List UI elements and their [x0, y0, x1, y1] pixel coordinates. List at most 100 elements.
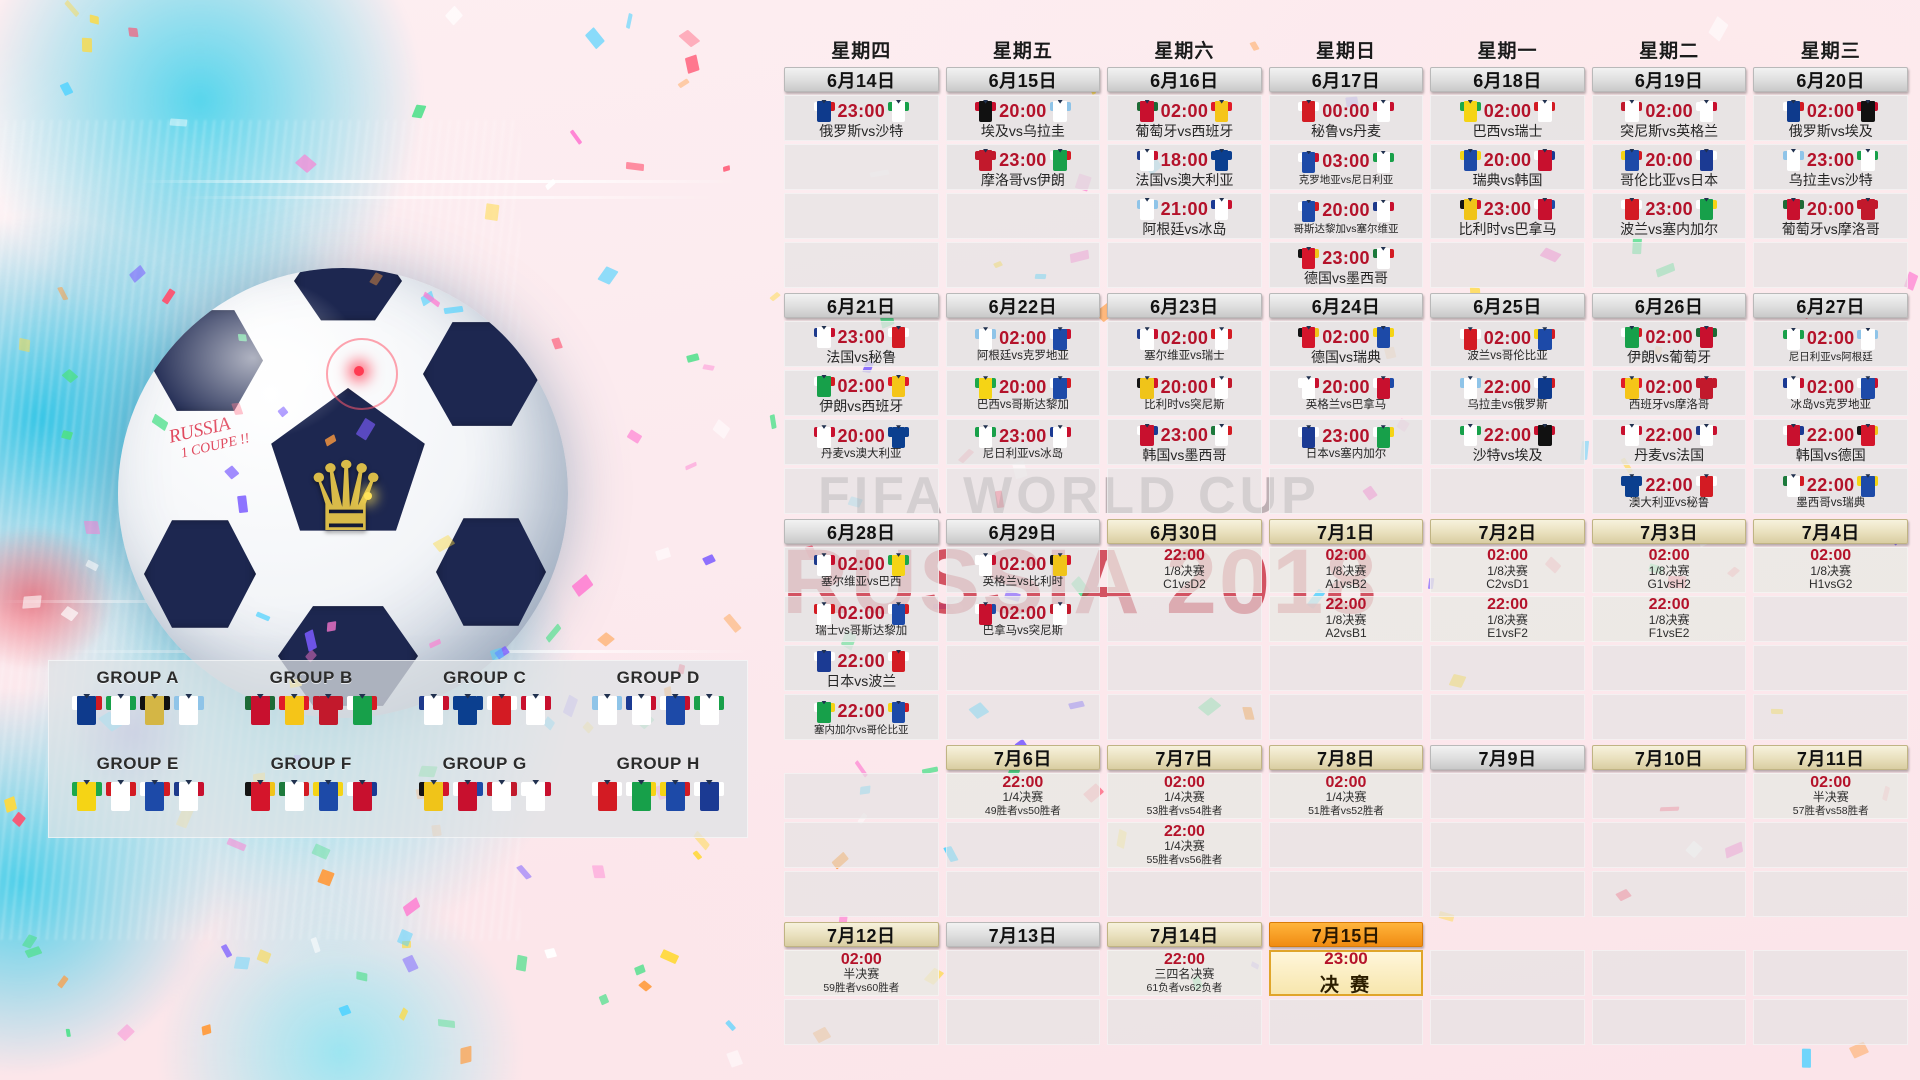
group-match-cell[interactable]: 02:00 塞尔维亚vs瑞士 [1107, 321, 1262, 367]
date-header[interactable]: 7月14日 [1107, 922, 1262, 947]
group-match-cell[interactable]: 02:00 塞尔维亚vs巴西 [784, 547, 939, 593]
group-match-cell[interactable]: 23:00 日本vs塞内加尔 [1268, 419, 1424, 465]
group-match-cell[interactable]: 22:00 日本vs波兰 [784, 645, 939, 691]
date-header[interactable]: 6月19日 [1591, 67, 1747, 92]
knockout-match-cell[interactable]: 22:00 1/8决赛 A2vsB1 [1268, 596, 1424, 642]
knockout-match-cell[interactable]: 02:00 1/8决赛 G1vsH2 [1591, 547, 1747, 593]
group-match-cell[interactable]: 02:00 巴西vs瑞士 [1430, 95, 1585, 141]
group-match-cell[interactable]: 02:00 尼日利亚vs阿根廷 [1753, 321, 1908, 367]
group-match-cell[interactable]: 22:00 丹麦vs法国 [1591, 419, 1747, 465]
knockout-match-cell[interactable]: 02:00 1/4决赛 51胜者vs52胜者 [1268, 773, 1424, 819]
group-match-cell[interactable]: 20:00 葡萄牙vs摩洛哥 [1753, 193, 1908, 239]
group-match-cell[interactable]: 20:00 丹麦vs澳大利亚 [784, 419, 939, 465]
date-header[interactable]: 7月12日 [784, 922, 939, 947]
group-match-cell[interactable]: 20:00 埃及vs乌拉圭 [945, 95, 1101, 141]
knockout-match-cell[interactable]: 22:00 1/8决赛 C1vsD2 [1107, 547, 1262, 593]
date-header[interactable]: 6月30日 [1107, 519, 1262, 544]
date-header[interactable]: 6月14日 [784, 67, 939, 92]
date-header[interactable]: 7月4日 [1753, 519, 1908, 544]
date-header[interactable]: 7月7日 [1107, 745, 1262, 770]
group-match-cell[interactable]: 20:00 哥斯达黎加vs塞尔维亚 [1268, 193, 1424, 239]
date-header[interactable]: 6月16日 [1107, 67, 1262, 92]
knockout-match-cell[interactable]: 02:00 1/8决赛 H1vsG2 [1753, 547, 1908, 593]
group-match-cell[interactable]: 22:00 澳大利亚vs秘鲁 [1591, 468, 1747, 514]
group-match-cell[interactable]: 03:00 克罗地亚vs尼日利亚 [1268, 144, 1424, 190]
date-header[interactable]: 6月21日 [784, 293, 939, 318]
knockout-match-cell[interactable]: 02:00 1/8决赛 A1vsB2 [1268, 547, 1424, 593]
knockout-match-cell[interactable]: 22:00 1/8决赛 E1vsF2 [1430, 596, 1585, 642]
date-header[interactable]: 7月1日 [1268, 519, 1424, 544]
group-match-cell[interactable]: 02:00 突尼斯vs英格兰 [1591, 95, 1747, 141]
group-match-cell[interactable]: 23:00 俄罗斯vs沙特 [784, 95, 939, 141]
date-header[interactable]: 6月25日 [1430, 293, 1585, 318]
group-match-cell[interactable]: 23:00 德国vs墨西哥 [1268, 242, 1424, 288]
group-cell-group-h[interactable]: GROUP H [574, 751, 744, 833]
group-match-cell[interactable]: 20:00 比利时vs突尼斯 [1107, 370, 1262, 416]
group-match-cell[interactable]: 22:00 墨西哥vs瑞典 [1753, 468, 1908, 514]
group-match-cell[interactable]: 02:00 波兰vs哥伦比亚 [1430, 321, 1585, 367]
date-header[interactable]: 7月13日 [945, 922, 1101, 947]
knockout-match-cell[interactable]: 02:00 半决赛 57胜者vs58胜者 [1753, 773, 1908, 819]
group-match-cell[interactable]: 23:00 尼日利亚vs冰岛 [945, 419, 1101, 465]
date-header[interactable]: 7月11日 [1753, 745, 1908, 770]
group-match-cell[interactable]: 22:00 沙特vs埃及 [1430, 419, 1585, 465]
group-cell-group-e[interactable]: GROUP E [53, 751, 223, 833]
group-match-cell[interactable]: 02:00 伊朗vs葡萄牙 [1591, 321, 1747, 367]
group-match-cell[interactable]: 23:00 韩国vs墨西哥 [1107, 419, 1262, 465]
group-match-cell[interactable]: 23:00 乌拉圭vs沙特 [1753, 144, 1908, 190]
group-match-cell[interactable]: 02:00 英格兰vs比利时 [945, 547, 1101, 593]
group-match-cell[interactable]: 02:00 西班牙vs摩洛哥 [1591, 370, 1747, 416]
group-match-cell[interactable]: 02:00 巴拿马vs突尼斯 [945, 596, 1101, 642]
group-match-cell[interactable]: 22:00 塞内加尔vs哥伦比亚 [784, 694, 939, 740]
knockout-match-cell[interactable]: 22:00 1/4决赛 55胜者vs56胜者 [1107, 822, 1262, 868]
group-match-cell[interactable]: 02:00 伊朗vs西班牙 [784, 370, 939, 416]
date-header[interactable]: 7月15日 [1268, 922, 1424, 947]
knockout-match-cell[interactable]: 02:00 1/8决赛 C2vsD1 [1430, 547, 1585, 593]
group-match-cell[interactable]: 20:00 哥伦比亚vs日本 [1591, 144, 1747, 190]
knockout-match-cell[interactable]: 22:00 1/8决赛 F1vsE2 [1591, 596, 1747, 642]
group-match-cell[interactable]: 22:00 韩国vs德国 [1753, 419, 1908, 465]
group-match-cell[interactable]: 23:00 摩洛哥vs伊朗 [945, 144, 1101, 190]
date-header[interactable]: 7月8日 [1268, 745, 1424, 770]
date-header[interactable]: 7月9日 [1430, 745, 1585, 770]
group-cell-group-g[interactable]: GROUP G [400, 751, 570, 833]
date-header[interactable]: 6月15日 [945, 67, 1101, 92]
group-match-cell[interactable]: 20:00 瑞典vs韩国 [1430, 144, 1585, 190]
group-match-cell[interactable]: 00:00 秘鲁vs丹麦 [1268, 95, 1424, 141]
group-match-cell[interactable]: 22:00 乌拉圭vs俄罗斯 [1430, 370, 1585, 416]
knockout-match-cell[interactable]: 02:00 半决赛 59胜者vs60胜者 [784, 950, 939, 996]
knockout-match-cell[interactable]: 22:00 1/4决赛 49胜者vs50胜者 [945, 773, 1101, 819]
group-match-cell[interactable]: 02:00 葡萄牙vs西班牙 [1107, 95, 1262, 141]
date-header[interactable]: 6月24日 [1268, 293, 1424, 318]
date-header[interactable]: 6月28日 [784, 519, 939, 544]
date-header[interactable]: 6月20日 [1753, 67, 1908, 92]
date-header[interactable]: 6月17日 [1268, 67, 1424, 92]
knockout-match-cell[interactable]: 02:00 1/4决赛 53胜者vs54胜者 [1107, 773, 1262, 819]
group-match-cell[interactable]: 23:00 比利时vs巴拿马 [1430, 193, 1585, 239]
group-match-cell[interactable]: 02:00 冰岛vs克罗地亚 [1753, 370, 1908, 416]
group-cell-group-f[interactable]: GROUP F [227, 751, 397, 833]
date-header[interactable]: 6月18日 [1430, 67, 1585, 92]
knockout-match-cell[interactable]: 22:00 三四名决赛 61负者vs62负者 [1107, 950, 1262, 996]
final-match-cell[interactable]: 23:00 决 赛 [1268, 949, 1424, 996]
date-header[interactable]: 6月26日 [1591, 293, 1747, 318]
group-match-cell[interactable]: 02:00 德国vs瑞典 [1268, 321, 1424, 367]
date-header[interactable]: 6月22日 [945, 293, 1101, 318]
group-cell-group-a[interactable]: GROUP A [53, 665, 223, 747]
date-header[interactable]: 7月3日 [1591, 519, 1747, 544]
group-match-cell[interactable]: 23:00 法国vs秘鲁 [784, 321, 939, 367]
group-match-cell[interactable]: 21:00 阿根廷vs冰岛 [1107, 193, 1262, 239]
group-match-cell[interactable]: 02:00 瑞士vs哥斯达黎加 [784, 596, 939, 642]
date-header[interactable]: 7月6日 [945, 745, 1101, 770]
group-match-cell[interactable]: 20:00 英格兰vs巴拿马 [1268, 370, 1424, 416]
group-match-cell[interactable]: 02:00 阿根廷vs克罗地亚 [945, 321, 1101, 367]
date-header[interactable]: 6月23日 [1107, 293, 1262, 318]
group-cell-group-d[interactable]: GROUP D [574, 665, 744, 747]
date-header[interactable]: 6月29日 [945, 519, 1101, 544]
group-match-cell[interactable]: 23:00 波兰vs塞内加尔 [1591, 193, 1747, 239]
group-match-cell[interactable]: 18:00 法国vs澳大利亚 [1107, 144, 1262, 190]
group-match-cell[interactable]: 02:00 俄罗斯vs埃及 [1753, 95, 1908, 141]
group-match-cell[interactable]: 20:00 巴西vs哥斯达黎加 [945, 370, 1101, 416]
date-header[interactable]: 7月2日 [1430, 519, 1585, 544]
date-header[interactable]: 7月10日 [1591, 745, 1747, 770]
